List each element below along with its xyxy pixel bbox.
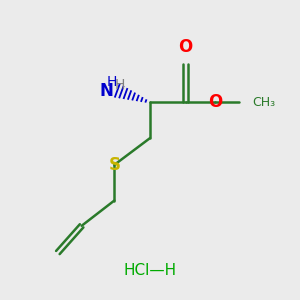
Text: O: O <box>208 93 223 111</box>
Text: H: H <box>115 78 125 92</box>
Text: S: S <box>108 156 120 174</box>
Text: HCl—H: HCl—H <box>123 263 177 278</box>
Text: N: N <box>100 82 114 100</box>
Text: O: O <box>178 38 193 56</box>
Text: CH₃: CH₃ <box>253 96 276 109</box>
Text: H: H <box>106 75 116 89</box>
